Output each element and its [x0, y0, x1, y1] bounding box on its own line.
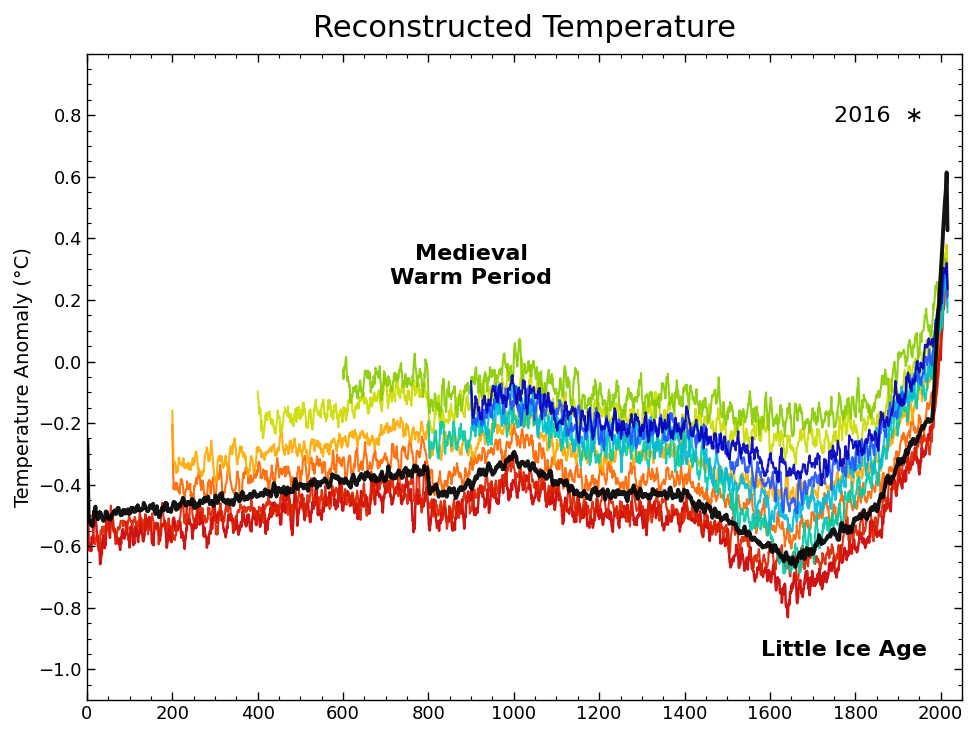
- Text: 2016  ∗: 2016 ∗: [834, 106, 923, 126]
- Title: Reconstructed Temperature: Reconstructed Temperature: [313, 14, 736, 43]
- Text: Medieval
Warm Period: Medieval Warm Period: [390, 245, 552, 287]
- Text: Little Ice Age: Little Ice Age: [761, 640, 927, 660]
- Y-axis label: Temperature Anomaly (°C): Temperature Anomaly (°C): [14, 247, 33, 507]
